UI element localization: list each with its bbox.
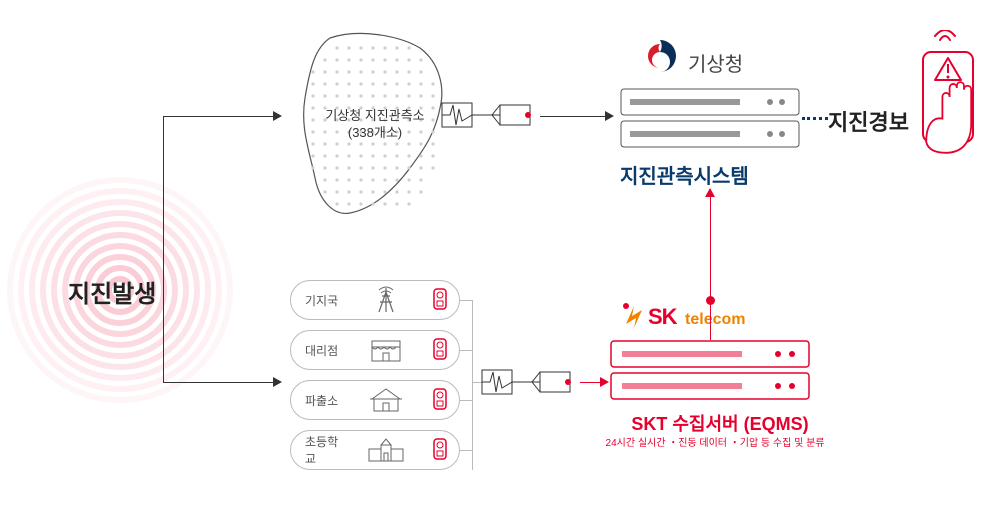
earthquake-origin-label: 지진발생 xyxy=(68,274,156,309)
diagram-canvas: 지진발생 기상청 지진관측소 (338개소) 기상청 xyxy=(0,0,1000,524)
station-caption-l1: 기상청 지진관측소 xyxy=(325,108,424,123)
arrow-icon xyxy=(273,377,282,387)
skt-brand-sub: telecom xyxy=(685,311,745,328)
sensor-device-icon xyxy=(425,387,449,413)
sensor-device-icon xyxy=(425,437,449,463)
arrow-up-icon xyxy=(705,188,715,197)
skt-subtitle: 24시간 실시간 ・진동 데이터 ・기압 등 수집 및 분류 xyxy=(595,434,835,449)
sensor-device-icon xyxy=(425,337,449,363)
pill-label: 대리점 xyxy=(305,342,347,359)
sensor-pill-store: 대리점 xyxy=(290,330,460,370)
sensor-pill-school: 초등학교 xyxy=(290,430,460,470)
arrow-icon xyxy=(273,111,282,121)
seismograph-icon xyxy=(480,362,580,402)
sensor-device-icon xyxy=(425,287,449,313)
pill-bracket-h2 xyxy=(460,350,472,351)
flow-alert-dots xyxy=(802,117,828,120)
pill-label: 파출소 xyxy=(305,392,347,409)
pill-label: 초등학교 xyxy=(305,433,347,467)
skt-server-icon xyxy=(610,340,810,400)
flow-top-2 xyxy=(540,116,605,117)
sensor-pill-tower: 기지국 xyxy=(290,280,460,320)
pill-bracket-v xyxy=(472,300,473,470)
pill-bracket-h1 xyxy=(460,300,472,301)
alert-label: 지진경보 xyxy=(828,105,909,137)
station-caption: 기상청 지진관측소 (338개소) xyxy=(310,108,440,142)
skt-title: SKT 수집서버 (EQMS) xyxy=(610,410,830,436)
flow-trunk xyxy=(163,116,164,382)
uplink-dot-icon xyxy=(706,296,715,305)
kma-server-icon xyxy=(620,88,800,148)
sensor-pill-police: 파출소 xyxy=(290,380,460,420)
flow-uplink xyxy=(710,195,711,340)
seismograph-icon xyxy=(440,95,540,135)
station-caption-l2: (338개소) xyxy=(348,125,402,140)
skt-brand: SK telecom xyxy=(648,304,745,330)
store-icon xyxy=(347,337,425,363)
arrow-icon xyxy=(605,111,614,121)
alert-phone-icon xyxy=(905,30,995,170)
pill-bracket-h3 xyxy=(460,400,472,401)
pill-label: 기지국 xyxy=(305,292,347,309)
skt-logo-icon xyxy=(620,300,646,330)
kma-logo-icon xyxy=(640,36,680,76)
flow-top-1 xyxy=(163,116,273,117)
police-icon xyxy=(347,387,425,413)
kma-system-label: 지진관측시스템 xyxy=(620,160,749,189)
skt-brand-main: SK xyxy=(648,304,677,329)
school-icon xyxy=(347,437,425,463)
arrow-icon xyxy=(600,377,609,387)
tower-icon xyxy=(347,286,425,314)
pill-bracket-h4 xyxy=(460,450,472,451)
flow-bottom-2 xyxy=(580,382,600,383)
flow-bottom-1 xyxy=(163,382,273,383)
kma-brand-label: 기상청 xyxy=(688,48,743,77)
